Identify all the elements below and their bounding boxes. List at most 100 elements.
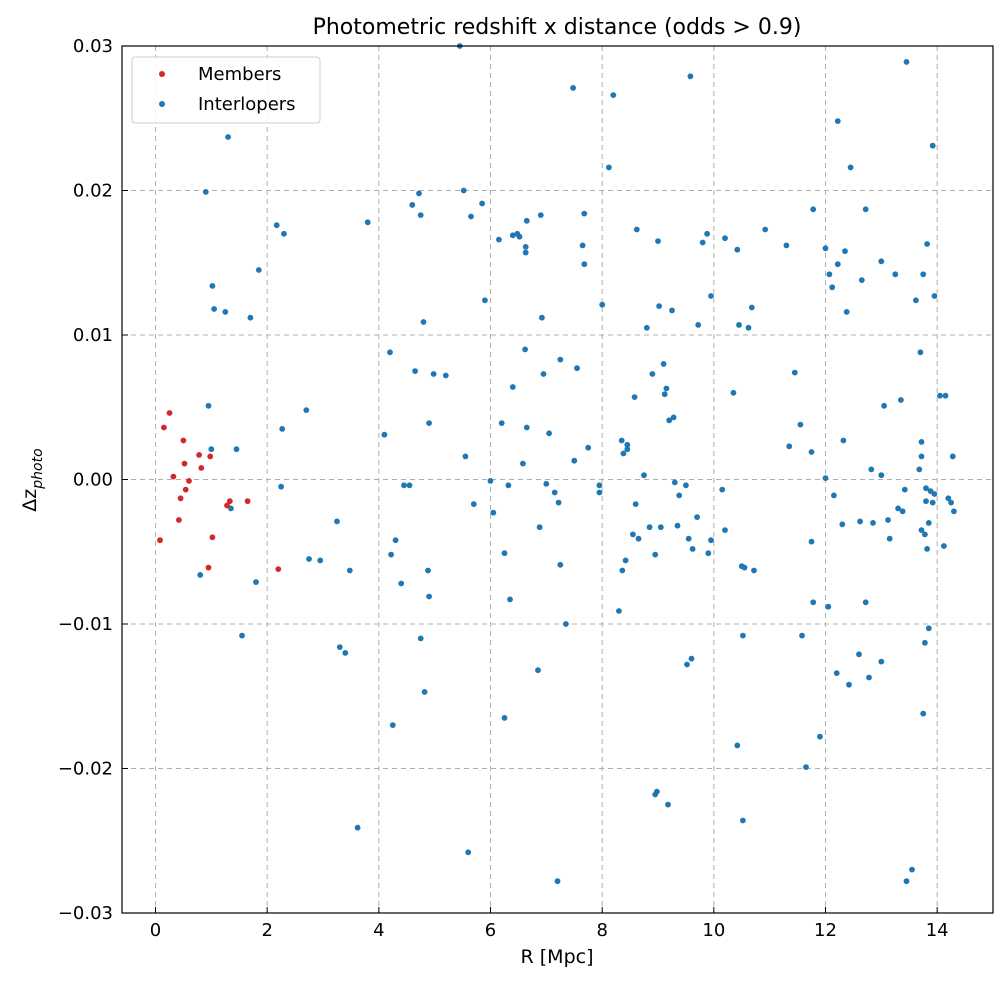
interloper-point [899, 508, 906, 515]
interloper-point [886, 535, 893, 542]
interloper-point [931, 491, 938, 497]
x-tick-label: 8 [596, 920, 607, 941]
interloper-point [951, 508, 957, 515]
interloper-point [901, 486, 908, 493]
interloper-point [881, 402, 887, 409]
interloper-point [924, 546, 930, 552]
interloper-point [903, 59, 910, 65]
interloper-point [278, 483, 284, 490]
interloper-point [616, 608, 622, 614]
interloper-point [501, 550, 508, 557]
interloper-point [554, 878, 561, 885]
interloper-point [665, 801, 671, 808]
member-point [207, 453, 214, 460]
interloper-point [599, 301, 606, 308]
legend-marker-interlopers [159, 101, 165, 107]
interloper-point [924, 241, 930, 247]
interloper-point [783, 242, 790, 249]
interloper-point [462, 453, 469, 460]
interloper-point [482, 297, 488, 304]
interloper-point [546, 430, 552, 437]
interloper-point [674, 522, 681, 529]
interloper-point [740, 632, 746, 639]
interloper-point [649, 371, 656, 377]
y-tick-label: 0.01 [73, 325, 113, 346]
y-axis-label: Δzphoto [19, 448, 46, 511]
interloper-point [409, 202, 416, 208]
interloper-point [857, 518, 863, 525]
interloper-point [624, 441, 631, 448]
interloper-point [803, 764, 809, 770]
interloper-point [406, 482, 413, 489]
interloper-point [918, 439, 925, 445]
interloper-point [501, 715, 508, 721]
member-point [180, 437, 187, 444]
interloper-point [354, 824, 361, 831]
interloper-point [931, 293, 938, 299]
interloper-point [791, 369, 798, 376]
interloper-point [460, 187, 467, 194]
interloper-point [635, 535, 642, 542]
interloper-point [364, 219, 371, 226]
y-tick-label: −0.01 [58, 614, 113, 635]
interloper-point [581, 261, 588, 268]
member-point [181, 460, 188, 467]
x-tick-label: 0 [150, 920, 161, 941]
interloper-point [685, 535, 692, 542]
interloper-point [522, 244, 529, 250]
interloper-point [247, 314, 254, 321]
interloper-point [719, 486, 726, 493]
interloper-point [925, 520, 932, 526]
interloper-point [736, 322, 742, 328]
interloper-point [687, 73, 694, 80]
interloper-point [708, 537, 714, 544]
interloper-point [937, 392, 943, 399]
interloper-point [522, 249, 529, 256]
interloper-point [523, 424, 530, 431]
interloper-point [620, 450, 627, 457]
interloper-point [945, 495, 952, 502]
y-tick-label: −0.03 [58, 903, 113, 924]
interloper-point [622, 557, 629, 564]
member-point [170, 473, 177, 480]
interloper-point [834, 118, 841, 124]
legend-box [131, 56, 321, 124]
interloper-point [660, 361, 667, 367]
interloper-point [426, 420, 432, 426]
legend-label-members: Members [198, 64, 281, 85]
interloper-point [557, 356, 564, 363]
interloper-point [652, 551, 659, 558]
interloper-point [722, 527, 728, 533]
member-point [209, 534, 216, 541]
member-point [275, 566, 282, 572]
interloper-point [829, 284, 836, 291]
member-point [205, 564, 212, 571]
interloper-point [949, 453, 956, 460]
member-point [157, 537, 163, 544]
interloper-point [425, 567, 431, 574]
member-point [224, 502, 230, 509]
interloper-point [920, 271, 927, 278]
interloper-point [862, 206, 869, 213]
member-point [182, 486, 189, 493]
interloper-point [843, 309, 850, 315]
interloper-point [825, 603, 832, 610]
interloper-point [878, 658, 885, 665]
interloper-point [209, 283, 216, 289]
interloper-point [909, 866, 915, 873]
interloper-point [281, 230, 287, 237]
interloper-point [741, 564, 748, 571]
interloper-point [918, 527, 925, 533]
y-tick-label: −0.02 [58, 759, 113, 780]
interloper-point [632, 501, 639, 507]
interloper-point [858, 277, 865, 283]
interloper-point [929, 499, 936, 506]
interloper-point [704, 230, 710, 237]
legend-label-interlopers: Interlopers [198, 94, 296, 115]
interloper-point [490, 509, 497, 516]
interloper-point [536, 524, 543, 531]
interloper-point [895, 505, 901, 512]
interloper-point [555, 499, 562, 506]
interloper-point [581, 210, 588, 217]
interloper-point [923, 498, 929, 505]
